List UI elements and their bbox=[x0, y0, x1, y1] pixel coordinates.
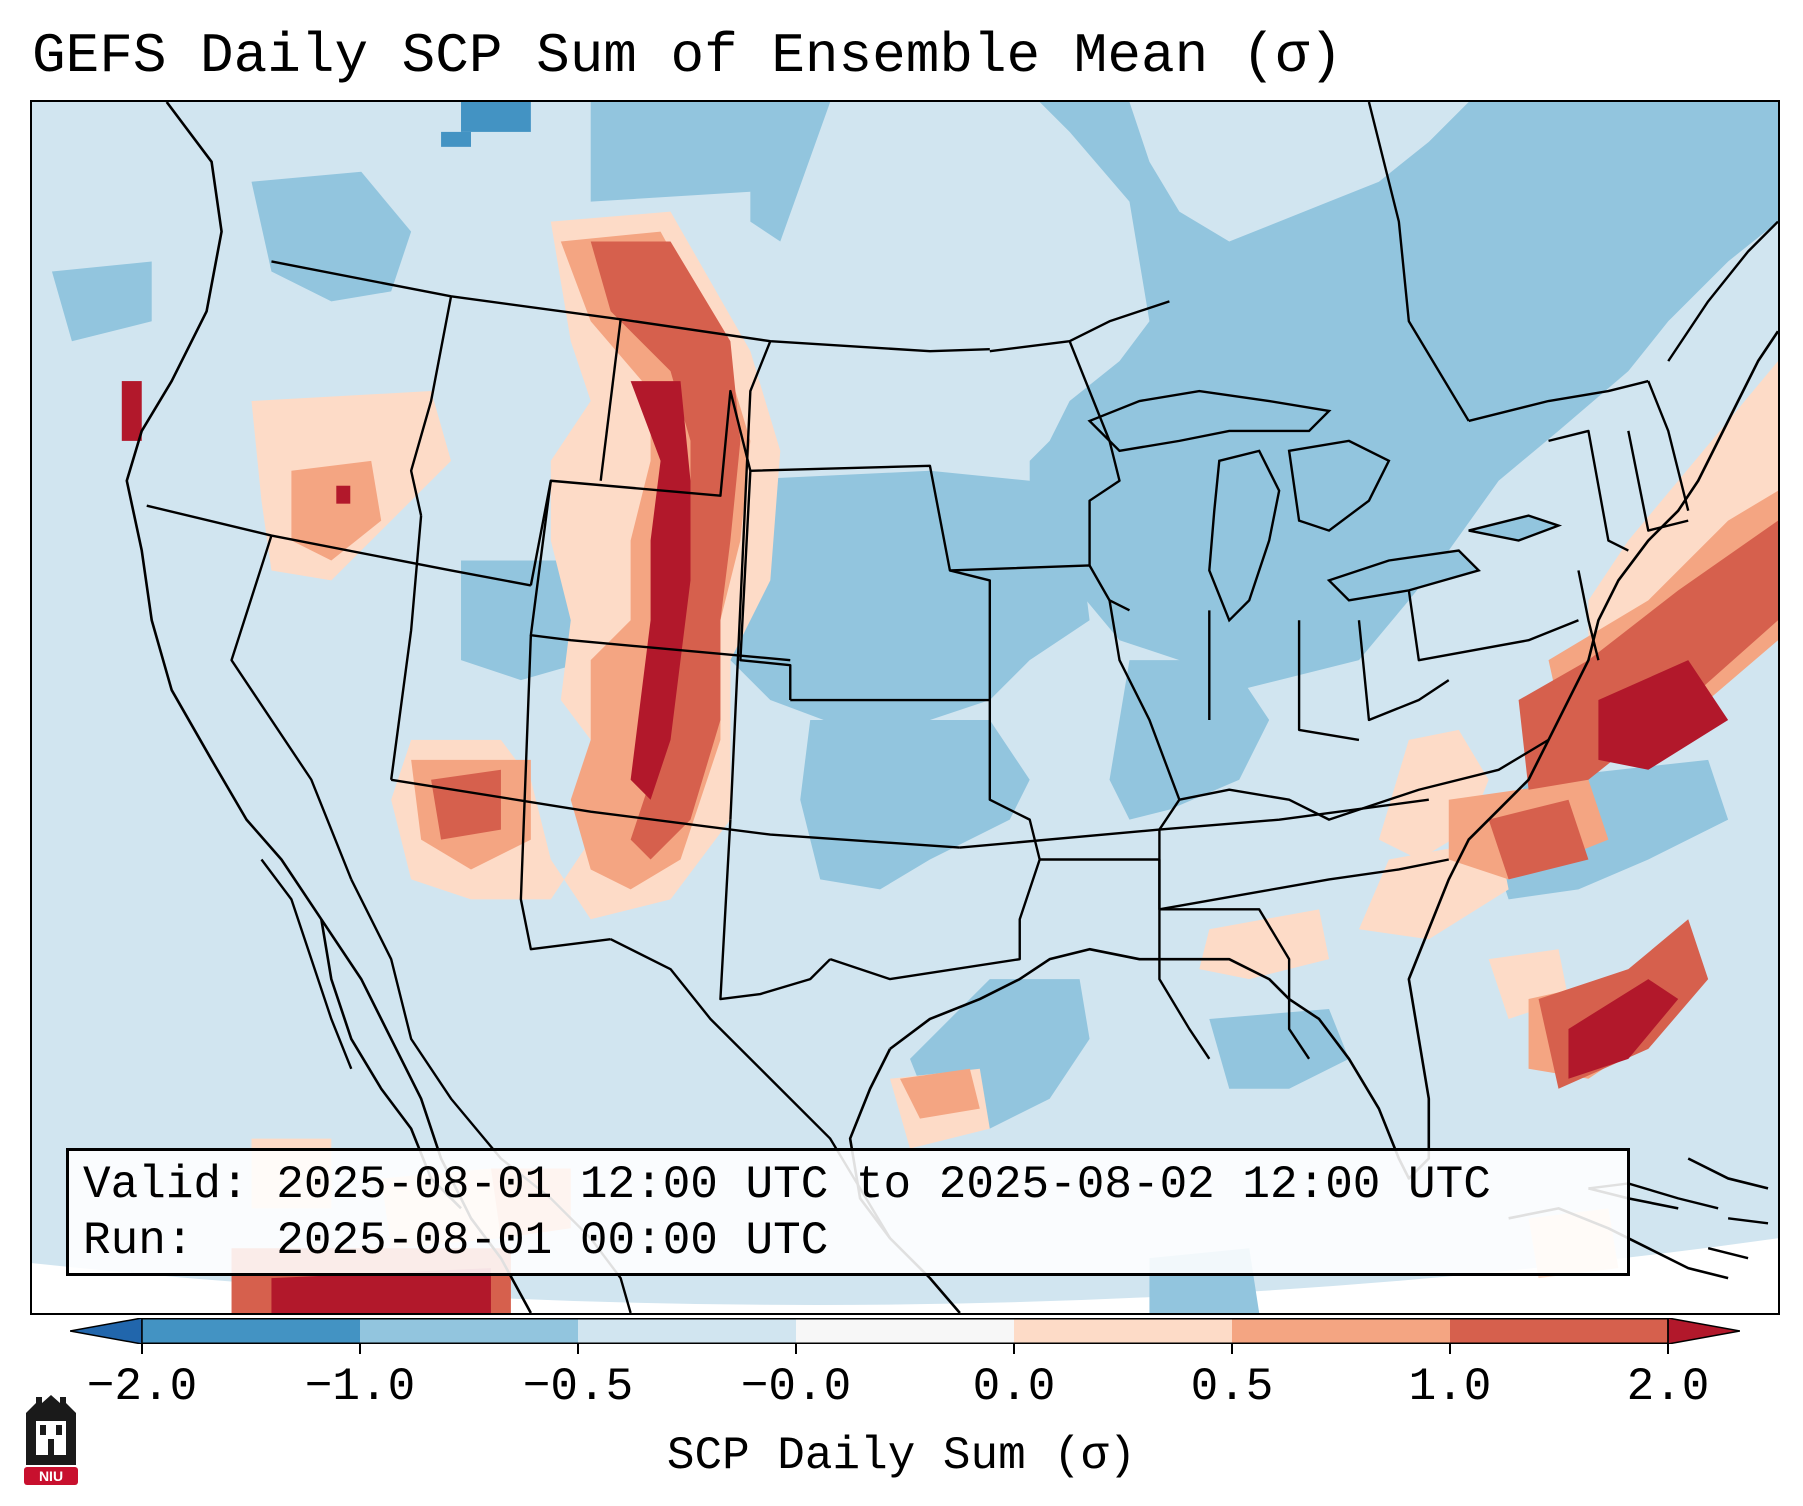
colorbar bbox=[70, 1318, 1740, 1344]
colorbar-tick-mark bbox=[1449, 1344, 1451, 1354]
colorbar-tick-label: −0.0 bbox=[740, 1361, 852, 1413]
colorbar-tick-mark bbox=[141, 1344, 143, 1354]
colorbar-segment bbox=[578, 1318, 797, 1344]
colorbar-label: SCP Daily Sum (σ) bbox=[666, 1430, 1137, 1482]
colorbar-tick-label: 0.0 bbox=[972, 1361, 1056, 1413]
colorbar-tick-label: −1.0 bbox=[304, 1361, 416, 1413]
colorbar-tick-mark bbox=[795, 1344, 797, 1354]
colorbar-tick-mark bbox=[359, 1344, 361, 1354]
map-panel[interactable] bbox=[30, 100, 1780, 1315]
colorbar-segment bbox=[360, 1318, 579, 1344]
colorbar-tick-label: 0.5 bbox=[1190, 1361, 1274, 1413]
colorbar-tick-label: 2.0 bbox=[1626, 1361, 1710, 1413]
logo-text: NIU bbox=[39, 1468, 63, 1484]
colorbar-outline bbox=[141, 1318, 1669, 1344]
state-borders bbox=[146, 102, 1778, 1239]
colorbar-tick-label: 1.0 bbox=[1408, 1361, 1492, 1413]
map-title: GEFS Daily SCP Sum of Ensemble Mean (σ) bbox=[32, 24, 1343, 88]
colorbar-over-extend bbox=[1667, 1318, 1740, 1344]
field-strong-negative bbox=[441, 102, 531, 147]
colorbar-tick-mark bbox=[1013, 1344, 1015, 1354]
colorbar-segment bbox=[1014, 1318, 1233, 1344]
colorbar-tick-label: −2.0 bbox=[86, 1361, 198, 1413]
field-extreme-positive bbox=[121, 381, 1729, 1313]
colorbar-segment bbox=[796, 1318, 1015, 1344]
valid-line: Valid: 2025-08-01 12:00 UTC to 2025-08-0… bbox=[83, 1159, 1491, 1211]
colorbar-segment bbox=[142, 1318, 361, 1344]
logo-badge bbox=[24, 1467, 78, 1485]
out-of-domain-area bbox=[32, 1238, 1778, 1313]
colorbar-tick-mark bbox=[577, 1344, 579, 1354]
colorbar-tick-mark bbox=[1231, 1344, 1233, 1354]
colorbar-tick-label: −0.5 bbox=[522, 1361, 634, 1413]
colorbar-segment bbox=[1232, 1318, 1451, 1344]
niu-logo: NIU bbox=[24, 1395, 78, 1485]
colorbar-under-extend bbox=[70, 1318, 143, 1344]
valid-time-box: Valid: 2025-08-01 12:00 UTC to 2025-08-0… bbox=[66, 1148, 1630, 1276]
great-lakes bbox=[1087, 389, 1563, 623]
colorbar-segment bbox=[1450, 1318, 1669, 1344]
colorbar-tick-mark bbox=[1667, 1344, 1669, 1354]
run-line: Run: 2025-08-01 00:00 UTC bbox=[83, 1215, 829, 1267]
